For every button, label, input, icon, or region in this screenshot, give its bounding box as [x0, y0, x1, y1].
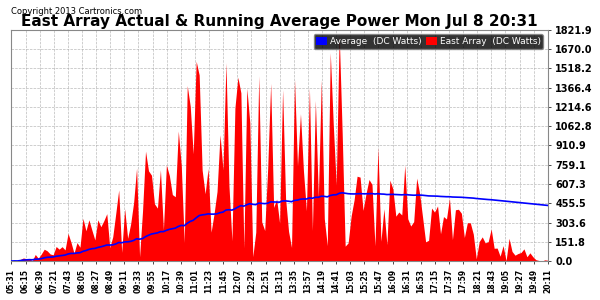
Text: Copyright 2013 Cartronics.com: Copyright 2013 Cartronics.com [11, 7, 143, 16]
Title: East Array Actual & Running Average Power Mon Jul 8 20:31: East Array Actual & Running Average Powe… [22, 14, 538, 28]
Legend: Average  (DC Watts), East Array  (DC Watts): Average (DC Watts), East Array (DC Watts… [314, 34, 543, 49]
